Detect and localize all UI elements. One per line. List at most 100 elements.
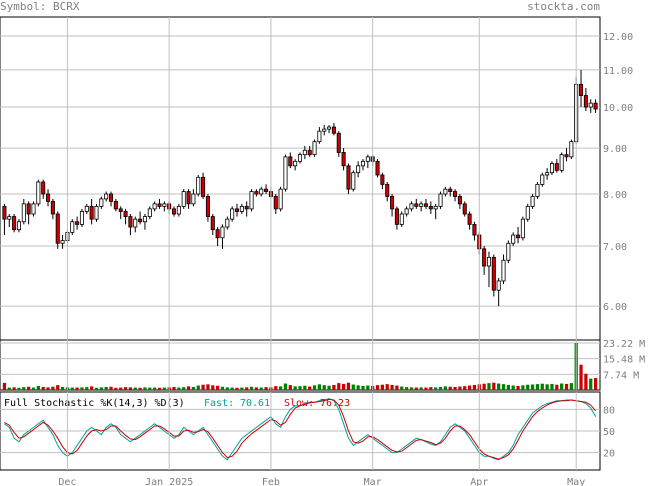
volume-bar	[143, 387, 147, 390]
volume-bar	[283, 383, 288, 390]
volume-bar	[172, 386, 176, 390]
volume-tick-label: 23.22 M	[603, 339, 645, 350]
candle	[453, 191, 458, 197]
candle	[302, 149, 307, 156]
candle	[593, 102, 598, 110]
candle	[283, 156, 288, 190]
volume-tick-label: 7.74 M	[603, 370, 639, 381]
site-label[interactable]: stockta.com	[527, 0, 600, 13]
volume-bar	[390, 384, 394, 390]
volume-bar	[511, 385, 515, 390]
x-tick-label: Jan 2025	[145, 477, 193, 486]
candle	[7, 216, 12, 220]
volume-bar	[506, 384, 510, 390]
volume-tick-label: 15.48 M	[603, 355, 645, 366]
volume-bar	[589, 378, 593, 390]
candle	[147, 208, 152, 217]
volume-bar	[216, 385, 220, 390]
volume-bar	[94, 387, 99, 390]
candle	[438, 193, 443, 207]
volume-bar	[36, 385, 40, 390]
candle	[60, 240, 65, 244]
candle	[380, 174, 385, 185]
candle	[540, 174, 545, 185]
candle	[75, 221, 80, 225]
candle	[133, 218, 138, 228]
volume-bar	[298, 386, 302, 390]
volume-bar	[535, 384, 540, 390]
candle	[278, 188, 283, 210]
volume-bar	[128, 387, 133, 390]
price-tick-label: 12.00	[603, 32, 633, 43]
candle	[123, 211, 128, 217]
volume-bar	[201, 384, 205, 390]
candle	[26, 203, 31, 215]
volume-bar	[395, 385, 399, 390]
volume-bar	[434, 387, 438, 390]
candle	[351, 172, 356, 190]
volume-bar	[356, 385, 360, 390]
price-tick-label: 6.00	[603, 302, 627, 313]
candle	[259, 188, 264, 195]
volume-panel: 23.22 M 15.48 M 7.74 M	[0, 339, 645, 391]
volume-bar	[259, 387, 263, 390]
volume-bar	[157, 387, 162, 390]
volume-bar	[521, 385, 525, 390]
volume-bar	[90, 386, 94, 390]
candle	[520, 218, 525, 239]
volume-bar	[17, 387, 21, 390]
volume-bar	[153, 387, 157, 390]
candle	[588, 102, 593, 108]
volume-bar	[414, 387, 418, 390]
volume-bar	[230, 387, 234, 390]
volume-bar	[584, 373, 588, 390]
price-tick-label: 7.00	[603, 242, 627, 253]
candle	[254, 191, 259, 195]
candle	[472, 223, 477, 236]
volume-bar	[569, 383, 573, 390]
volume-bar	[22, 387, 26, 390]
candle	[46, 193, 51, 202]
volume-bar	[530, 384, 535, 390]
price-frame	[0, 16, 601, 341]
volume-bar	[472, 384, 477, 390]
volume-bar	[419, 387, 423, 390]
candle	[511, 234, 516, 244]
volume-bar	[31, 387, 36, 390]
candle	[457, 196, 462, 205]
volume-bar	[133, 387, 137, 390]
volume-bar	[303, 385, 307, 390]
candle	[138, 218, 143, 223]
candle	[448, 188, 453, 192]
candle	[31, 203, 36, 215]
candle	[128, 216, 133, 228]
volume-bar	[429, 387, 433, 390]
candle	[327, 126, 332, 130]
symbol-label: Symbol: BCRX	[0, 0, 80, 13]
stochastic-slow-line	[4, 398, 596, 460]
volume-bar	[467, 385, 472, 390]
volume-bar	[526, 384, 530, 390]
volume-bar	[196, 385, 200, 390]
candle	[249, 191, 254, 210]
candle	[162, 203, 167, 207]
volume-bar	[293, 386, 297, 390]
volume-bar	[487, 383, 491, 390]
volume-bar	[308, 386, 312, 390]
volume-bar	[317, 384, 322, 390]
candle	[201, 176, 206, 197]
volume-bar	[138, 387, 142, 390]
volume-bar	[516, 385, 520, 390]
volume-bar	[182, 387, 186, 390]
volume-frame	[0, 339, 601, 391]
candle	[244, 205, 249, 210]
volume-bar	[240, 387, 244, 390]
candle	[55, 213, 60, 244]
candle	[36, 181, 41, 205]
stochastic-tick-label: 50	[603, 427, 615, 438]
x-tick-label: Dec	[58, 477, 76, 486]
candle	[118, 208, 123, 212]
candle	[419, 203, 424, 207]
price-tick-label: 10.00	[603, 103, 633, 114]
